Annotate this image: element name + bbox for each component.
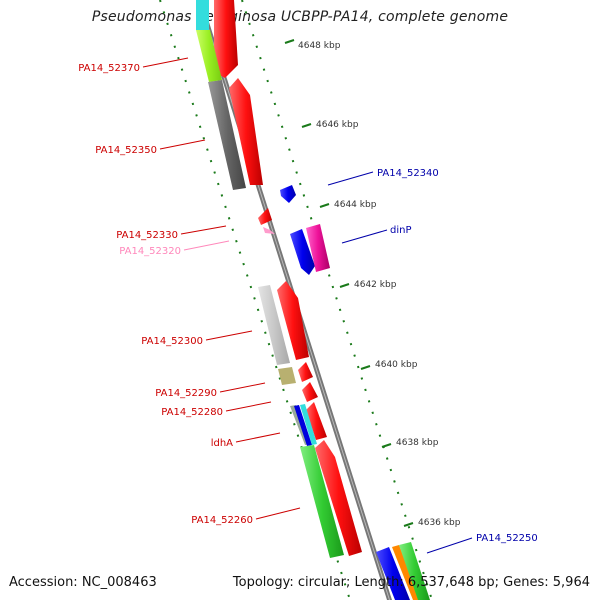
leader-line — [225, 401, 272, 412]
gene-feature — [290, 229, 315, 275]
gene-feature — [392, 545, 420, 600]
tick-label: 4644 kbp — [334, 200, 377, 210]
gene-feature — [196, 0, 209, 30]
gene-feature — [258, 285, 290, 365]
gene-feature — [294, 405, 312, 446]
tick-label: 4642 kbp — [354, 280, 397, 290]
feature-track-inner — [196, 0, 344, 558]
scale-ticks: 4648 kbp 4646 kbp 4644 kbp 4642 kbp 4640… — [284, 39, 461, 528]
gene-feature — [315, 440, 362, 556]
gene-feature — [306, 224, 330, 272]
gene-feature — [302, 382, 318, 402]
gene-label[interactable]: PA14_52370 — [78, 63, 140, 74]
tick-mark — [301, 123, 312, 128]
accession-text: Accession: NC_008463 — [9, 575, 157, 590]
gene-label[interactable]: ldhA — [211, 438, 233, 449]
gene-feature — [280, 185, 296, 203]
leader-lines — [142, 57, 473, 554]
leader-line — [219, 382, 266, 393]
leader-line — [142, 57, 189, 68]
gene-feature — [196, 30, 222, 82]
gene-feature — [278, 367, 296, 385]
tick-mark — [360, 365, 371, 370]
gene-feature — [300, 445, 344, 558]
tick-label: 4638 kbp — [396, 438, 439, 448]
gene-label[interactable]: PA14_52250 — [476, 533, 538, 544]
tick-mark — [403, 522, 414, 527]
tick-mark — [284, 39, 295, 44]
leader-line — [205, 330, 253, 341]
tick-label: 4636 kbp — [418, 518, 461, 528]
leader-line — [426, 537, 473, 554]
leader-line — [159, 139, 206, 150]
gene-label[interactable]: dinP — [390, 225, 412, 236]
gene-feature — [300, 404, 317, 445]
gene-feature — [258, 208, 272, 225]
gene-feature — [277, 281, 309, 360]
tick-mark — [319, 203, 330, 208]
gene-feature — [214, 0, 238, 78]
leader-line — [183, 240, 230, 251]
gene-feature — [208, 80, 246, 190]
gene-feature — [399, 542, 430, 600]
gene-feature — [306, 402, 327, 440]
leader-line — [327, 171, 374, 186]
gene-label[interactable]: PA14_52280 — [161, 407, 223, 418]
tick-label: 4648 kbp — [298, 41, 341, 51]
tick-mark — [339, 283, 350, 288]
gene-label[interactable]: PA14_52330 — [116, 230, 178, 241]
gene-label[interactable]: PA14_52320 — [119, 246, 181, 257]
gene-label[interactable]: PA14_52350 — [95, 145, 157, 156]
leader-line — [341, 229, 388, 244]
feature-track-outer — [214, 0, 362, 556]
gene-label[interactable]: PA14_52300 — [141, 336, 203, 347]
gene-label[interactable]: PA14_52340 — [377, 168, 439, 179]
map-title: Pseudomonas aeruginosa UCBPP-PA14, compl… — [91, 9, 509, 25]
gene-feature — [263, 227, 275, 234]
gene-feature — [298, 362, 313, 382]
gene-label[interactable]: PA14_52290 — [155, 388, 217, 399]
gene-labels: PA14_52370 PA14_52350 PA14_52340 PA14_52… — [78, 63, 538, 544]
tick-label: 4640 kbp — [375, 360, 418, 370]
tick-mark — [381, 443, 392, 448]
gene-feature — [229, 78, 263, 185]
gene-label[interactable]: PA14_52260 — [191, 515, 253, 526]
leader-line — [180, 225, 227, 235]
leader-line — [255, 507, 301, 520]
gene-feature — [376, 547, 410, 600]
leader-line — [235, 432, 281, 443]
feature-track-reverse — [280, 185, 430, 600]
topology-text: Topology: circular; Length: 6,537,648 bp… — [232, 575, 590, 590]
tick-label: 4646 kbp — [316, 120, 359, 130]
